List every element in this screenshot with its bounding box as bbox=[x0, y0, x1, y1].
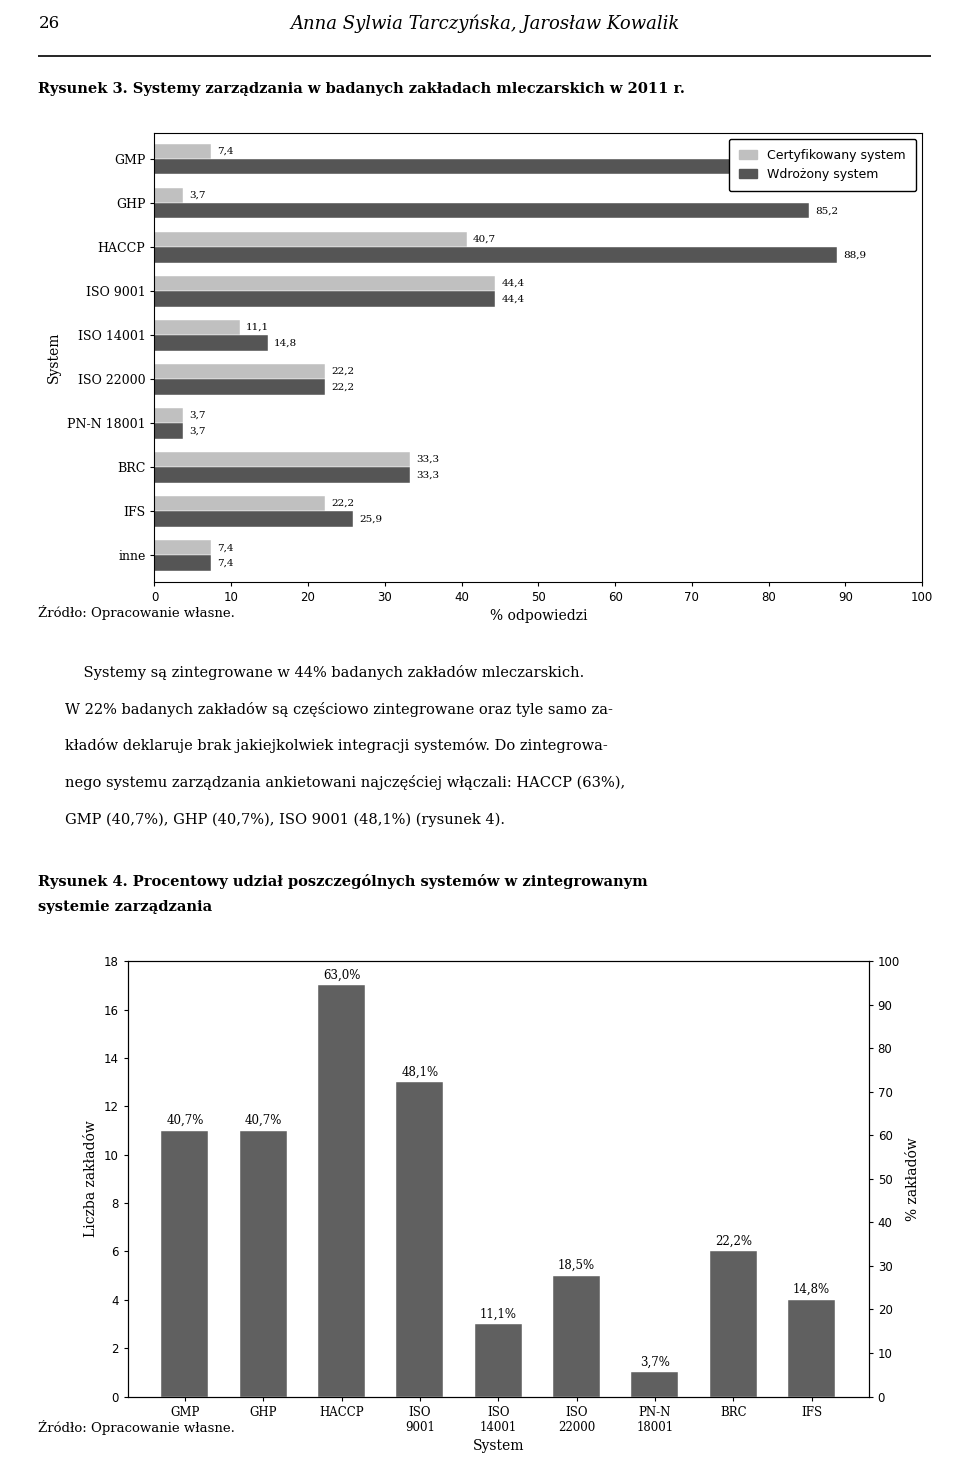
Text: W 22% badanych zakładów są częściowo zintegrowane oraz tyle samo za-: W 22% badanych zakładów są częściowo zin… bbox=[65, 702, 613, 717]
Text: 26: 26 bbox=[38, 15, 60, 32]
Y-axis label: % zakładów: % zakładów bbox=[905, 1137, 920, 1220]
Text: systemie zarządzania: systemie zarządzania bbox=[38, 900, 212, 914]
Text: GMP (40,7%), GHP (40,7%), ISO 9001 (48,1%) (rysunek 4).: GMP (40,7%), GHP (40,7%), ISO 9001 (48,1… bbox=[65, 812, 505, 827]
Text: nego systemu zarządzania ankietowani najczęściej włączali: HACCP (63%),: nego systemu zarządzania ankietowani naj… bbox=[65, 775, 625, 790]
Text: Źródło: Opracowanie własne.: Źródło: Opracowanie własne. bbox=[38, 1421, 235, 1435]
Text: kładów deklaruje brak jakiejkolwiek integracji systemów. Do zintegrowa-: kładów deklaruje brak jakiejkolwiek inte… bbox=[65, 739, 608, 753]
Text: Rysunek 4. Procentowy udział poszczególnych systemów w zintegrowanym: Rysunek 4. Procentowy udział poszczególn… bbox=[38, 873, 648, 888]
Text: Źródło: Opracowanie własne.: Źródło: Opracowanie własne. bbox=[38, 606, 235, 620]
Text: Rysunek 3. Systemy zarządzania w badanych zakładach mleczarskich w 2011 r.: Rysunek 3. Systemy zarządzania w badanyc… bbox=[38, 82, 685, 95]
Text: Anna Sylwia Tarczyńska, Jarosław Kowalik: Anna Sylwia Tarczyńska, Jarosław Kowalik bbox=[290, 15, 680, 34]
Text: Systemy są zintegrowane w 44% badanych zakładów mleczarskich.: Systemy są zintegrowane w 44% badanych z… bbox=[65, 664, 585, 680]
